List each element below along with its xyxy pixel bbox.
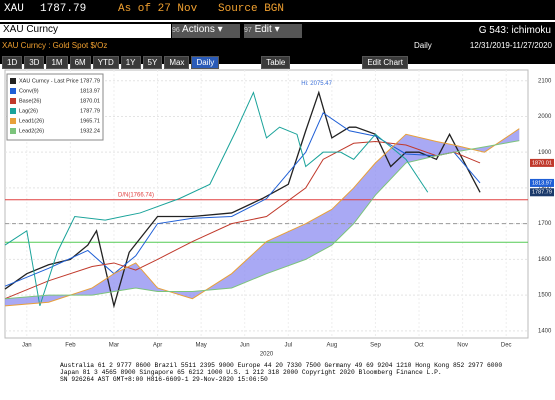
legend-swatch: [10, 78, 16, 84]
x-tick-label: Mar: [109, 343, 119, 349]
y-tick-label: 1500: [538, 293, 552, 299]
legend-name: Lead2(26): [19, 128, 44, 134]
series-line: [4, 140, 481, 300]
y-tick-label: 1700: [538, 221, 552, 227]
price: 1787.79: [40, 3, 87, 15]
price-tag: [530, 188, 554, 197]
period-button[interactable]: 1M: [46, 56, 68, 69]
x-tick-label: Nov: [457, 343, 468, 349]
footer-line: Australia 61 2 9777 8600 Brazil 5511 239…: [60, 362, 503, 369]
period-button[interactable]: 6M: [69, 56, 91, 69]
chart: 14001500160017001800190020002100JanFebMa…: [4, 69, 554, 358]
actions-menu[interactable]: 96 Actions ▾: [172, 24, 240, 38]
level-label: D/N(1766.74): [118, 192, 154, 198]
y-tick-label: 2100: [538, 78, 552, 84]
actions-label: Actions: [182, 24, 215, 35]
range: 12/31/2019-11/27/2020: [469, 41, 552, 50]
series-line: [4, 90, 481, 309]
period-buttons: 1D 3D 1M 6M YTD 1Y 5Y Max Daily Table Edit Chart: [2, 52, 410, 70]
x-tick-label: Oct: [414, 343, 424, 349]
series-line: [4, 140, 520, 300]
x-tick-label: Feb: [65, 343, 76, 349]
x-tick-label: Jun: [240, 343, 250, 349]
x-tick-label: Dec: [501, 343, 512, 349]
edit-num: 97: [244, 27, 252, 34]
description: XAU Curncy : Gold Spot $/Oz: [2, 41, 108, 50]
toolbar: XAU Curncy 96 Actions ▾ 97 Edit ▾ G 543:…: [0, 22, 555, 69]
x-tick-label: Jul: [284, 343, 292, 349]
x-tick-label: Aug: [327, 343, 338, 349]
legend-name: Conv(9): [19, 88, 39, 94]
source: Source BGN: [218, 3, 285, 15]
series-line: [4, 91, 429, 306]
footer: Australia 61 2 9777 8600 Brazil 5511 239…: [60, 362, 502, 383]
x-tick-label: Apr: [153, 343, 162, 349]
frequency: Daily: [414, 41, 432, 50]
actions-num: 96: [172, 27, 180, 34]
x-axis-label: 2020: [260, 352, 274, 358]
legend-box: [6, 73, 104, 141]
x-tick-label: May: [195, 343, 206, 349]
series-line: [4, 128, 520, 307]
footer-line: Japan 81 3 4565 8900 Singapore 65 6212 1…: [60, 369, 442, 376]
x-tick-label: Jan: [22, 343, 32, 349]
table-button[interactable]: Table: [261, 56, 291, 69]
period-button[interactable]: 3D: [24, 56, 45, 69]
ticker: XAU: [4, 3, 24, 15]
legend-value: 1813.97: [80, 88, 100, 94]
price-tag-label: 1787.79: [532, 190, 552, 196]
legend-value: 1787.79: [80, 108, 100, 114]
y-tick-label: 1900: [538, 150, 552, 156]
price-tag: [530, 178, 554, 187]
edit-label: Edit: [254, 24, 272, 35]
legend-swatch: [10, 98, 16, 104]
series-line: [4, 112, 481, 287]
footer-line: SN 926264 AST GMT+8:00 H816-6609-1 29-No…: [60, 376, 268, 383]
period-button[interactable]: 1D: [2, 56, 23, 69]
legend-name: Lag(26): [19, 108, 38, 114]
legend-swatch: [10, 108, 16, 114]
period-button[interactable]: Max: [164, 56, 190, 69]
edit-chart-button[interactable]: Edit Chart: [362, 56, 408, 69]
legend-swatch: [10, 88, 16, 94]
y-tick-label: 1600: [538, 257, 552, 263]
edit-menu[interactable]: 97 Edit ▾: [244, 24, 302, 38]
security-input[interactable]: XAU Curncy: [0, 24, 171, 38]
high-label: Hi: 2075.47: [301, 81, 332, 87]
price-tag: [530, 158, 554, 167]
cloud: [5, 128, 520, 306]
price-tag-label: 1870.01: [532, 160, 552, 166]
legend-swatch: [10, 128, 16, 134]
period-button[interactable]: 1Y: [120, 56, 141, 69]
legend-value: 1965.71: [80, 118, 100, 124]
legend-name: Base(26): [19, 98, 41, 104]
y-tick-label: 2000: [538, 114, 552, 120]
y-tick-label: 1400: [538, 328, 552, 334]
top-bar: XAU 1787.79 As of 27 Nov Source BGN: [0, 0, 555, 20]
x-tick-label: Sep: [370, 343, 381, 349]
legend-name: XAU Curncy - Last Price: [19, 78, 79, 84]
price-tag-label: 1813.97: [532, 180, 552, 186]
period-button[interactable]: 5Y: [142, 56, 163, 69]
function: G 543: ichimoku: [478, 25, 551, 36]
legend-value: 1787.79: [80, 78, 100, 84]
period-button[interactable]: YTD: [92, 56, 119, 69]
as-of: As of 27 Nov: [118, 3, 198, 15]
period-select[interactable]: Daily: [191, 56, 220, 69]
legend-value: 1932.24: [80, 128, 100, 134]
legend-value: 1870.01: [80, 98, 100, 104]
legend-name: Lead1(26): [19, 118, 44, 124]
legend-swatch: [10, 118, 16, 124]
